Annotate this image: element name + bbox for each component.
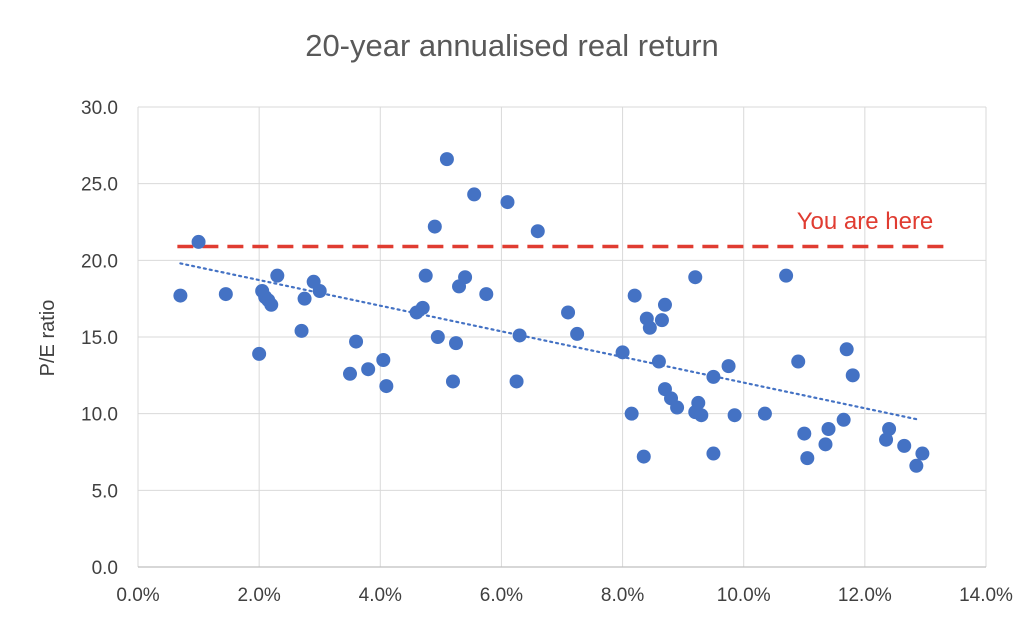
axes: 0.0% 2.0% 4.0% 6.0% 8.0% 10.0% 12.0% 14.0% 0.0 5.… (81, 98, 1013, 606)
data-point (512, 328, 527, 343)
data-point (800, 451, 815, 466)
data-point (570, 326, 585, 341)
data-point (706, 446, 721, 461)
data-point (418, 268, 433, 283)
data-point (909, 458, 924, 473)
x-tick-label: 8.0% (601, 585, 644, 606)
data-point (427, 219, 442, 234)
data-point (691, 395, 706, 410)
data-point (430, 330, 445, 344)
trendline (179, 262, 921, 421)
data-point (191, 234, 206, 249)
data-point (694, 408, 709, 423)
data-point (879, 432, 894, 447)
data-point (561, 305, 576, 320)
x-tick-label: 10.0% (717, 585, 771, 606)
data-point (627, 288, 642, 303)
data-point (845, 368, 860, 383)
data-point (270, 268, 285, 283)
data-point (173, 288, 188, 303)
y-tick-label: 10.0 (81, 405, 118, 426)
trendline-layer (179, 262, 921, 421)
y-tick-label: 15.0 (81, 328, 118, 349)
x-tick-label: 12.0% (838, 585, 892, 606)
data-point (439, 152, 454, 167)
grid (137, 106, 987, 568)
data-point (349, 334, 364, 349)
data-point (264, 297, 279, 312)
data-point (343, 366, 357, 381)
data-point (530, 224, 545, 239)
x-tick-label: 6.0% (480, 585, 523, 606)
data-point (688, 270, 703, 285)
data-point (294, 323, 309, 338)
x-tick-label: 4.0% (359, 585, 402, 606)
data-point (361, 362, 376, 377)
data-point (376, 353, 391, 367)
data-point (615, 345, 630, 360)
x-tick-label: 0.0% (116, 585, 159, 606)
x-tick-label: 14.0% (959, 585, 1013, 606)
y-tick-label: 30.0 (81, 98, 118, 119)
data-point (821, 422, 836, 436)
data-point (757, 406, 772, 421)
data-point (445, 374, 460, 389)
y-axis-title: P/E ratio (37, 300, 59, 377)
data-point (657, 297, 672, 312)
data-points (173, 152, 930, 473)
data-point (839, 342, 854, 357)
data-point (467, 187, 482, 202)
data-point (509, 374, 524, 389)
data-point (721, 359, 736, 374)
data-point (897, 438, 912, 453)
data-point (458, 270, 473, 285)
data-point (252, 346, 267, 361)
data-point (415, 300, 430, 315)
data-point (915, 446, 930, 461)
data-point (670, 400, 685, 415)
data-point (218, 287, 233, 302)
you-are-here-label: You are here (797, 208, 934, 235)
data-point (297, 291, 312, 306)
data-point (449, 336, 463, 351)
y-tick-label: 5.0 (92, 481, 118, 502)
data-point (479, 287, 494, 302)
data-point (654, 313, 669, 328)
chart-title: 20-year annualised real return (305, 28, 719, 63)
y-tick-label: 25.0 (81, 175, 118, 196)
data-point (727, 408, 742, 423)
data-point (779, 268, 794, 283)
data-point (312, 284, 327, 298)
y-tick-label: 20.0 (81, 251, 118, 272)
x-tick-label: 2.0% (237, 585, 280, 606)
data-point (836, 412, 851, 427)
data-point (651, 354, 666, 369)
data-point (624, 406, 639, 421)
data-point (636, 449, 651, 464)
data-point (882, 422, 897, 436)
data-point (791, 354, 806, 369)
data-point (500, 195, 515, 210)
data-point (797, 426, 812, 441)
data-point (379, 379, 394, 394)
data-point (818, 437, 833, 452)
data-point (706, 369, 721, 384)
y-tick-label: 0.0 (92, 558, 118, 579)
data-point (642, 320, 657, 335)
